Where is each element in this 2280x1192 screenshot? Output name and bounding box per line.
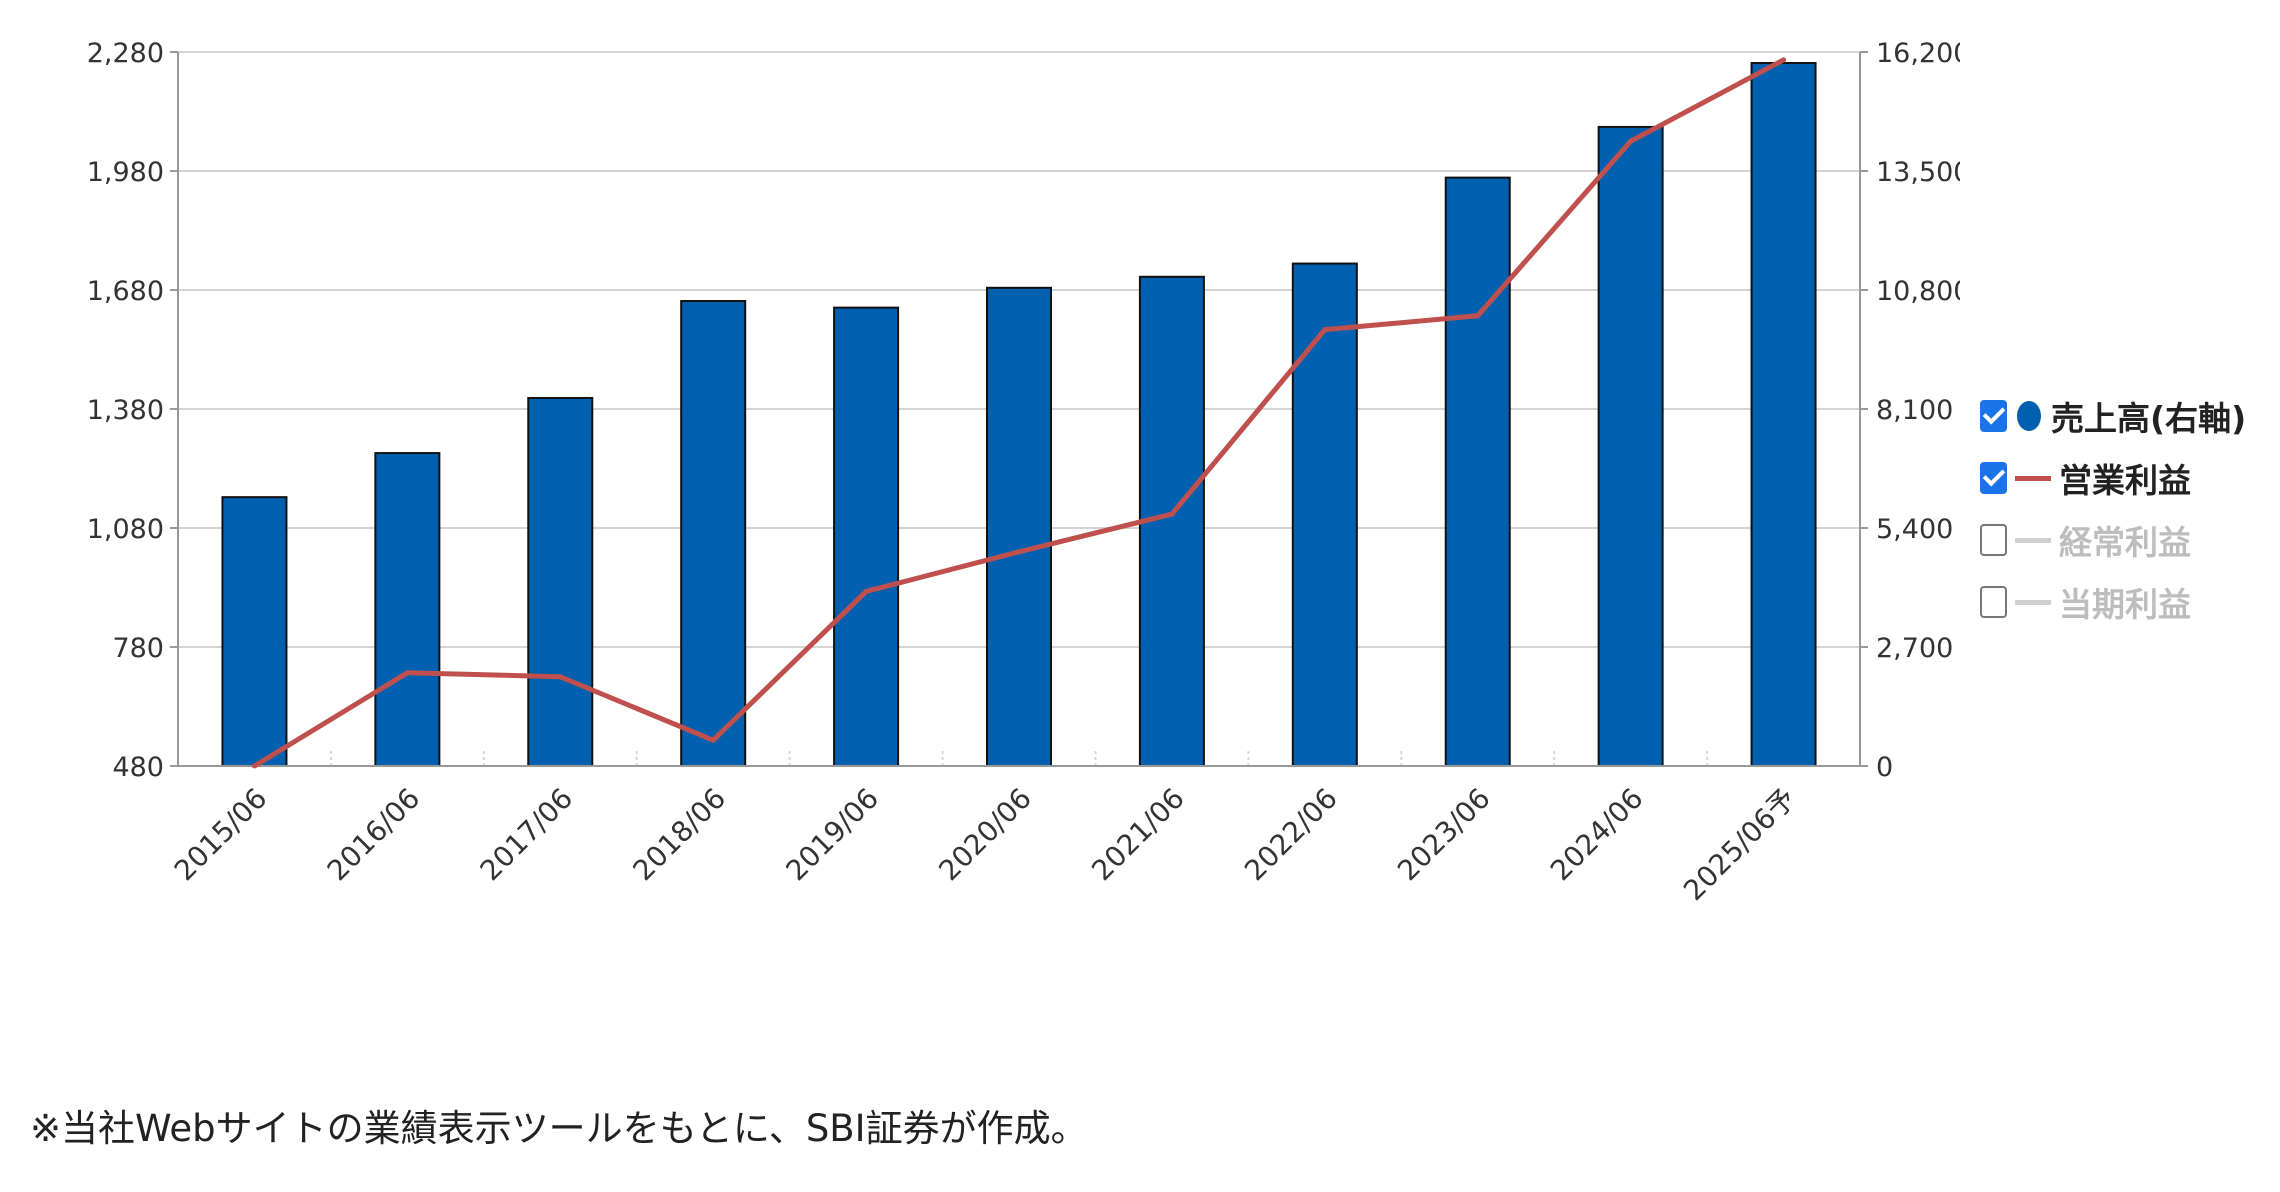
line-point [1169,511,1175,517]
line-point [404,670,410,676]
bar [374,452,441,767]
legend-label-sales: 売上高(右軸) [2051,399,2247,438]
legend-item-operating-profit[interactable]: 営業利益 [1980,447,2246,509]
bar-series [221,62,1817,768]
y-right-tick-label: 13,500 [1876,157,1960,188]
legend-line-icon [2015,599,2051,605]
y-left-tick-label: 480 [112,752,164,783]
legend-checkbox-sales[interactable] [1980,400,2007,432]
bar [221,496,288,767]
y-right-tick-label: 2,700 [1876,633,1953,664]
y-left-tick-label: 1,080 [87,514,164,545]
line-point [863,588,869,594]
line-point [710,737,716,743]
line-point [1475,313,1481,319]
line-point [1781,57,1787,63]
x-tick-label: 2024/06 [1544,782,1650,888]
x-tick-label: 2016/06 [321,782,427,888]
x-tick-label: 2017/06 [474,782,580,888]
legend-label-net-profit: 当期利益 [2059,585,2191,624]
line-point [557,674,563,680]
legend-checkbox-ordinary-profit[interactable] [1980,524,2007,556]
legend: 売上高(右軸) 営業利益 経常利益 当期利益 [1980,385,2246,633]
legend-label-ordinary-profit: 経常利益 [2059,523,2191,562]
y-right-tick-label: 8,100 [1876,395,1953,426]
axes [170,51,1868,767]
legend-item-net-profit[interactable]: 当期利益 [1980,571,2246,633]
bar [1597,125,1664,768]
x-tick-label: 2022/06 [1238,782,1344,888]
y-left-tick-label: 1,380 [87,395,164,426]
x-tick-label: 2018/06 [627,782,733,888]
bar [1444,176,1511,768]
legend-label-operating-profit: 営業利益 [2059,461,2191,500]
legend-checkbox-operating-profit[interactable] [1980,462,2007,494]
y-left-tick-label: 1,980 [87,157,164,188]
line-point [1016,549,1022,555]
bar [986,286,1052,767]
line-point [251,763,257,769]
y-right-tick-label: 10,800 [1876,276,1960,307]
bar [527,396,594,767]
y-right-tick-label: 0 [1876,752,1893,783]
bar [680,300,747,767]
source-note: ※当社Webサイトの業績表示ツールをもとに、SBI証券が作成。 [30,1107,1088,1150]
x-tick-label: 2019/06 [779,782,885,888]
bar [1750,62,1817,768]
y-left-tick-label: 1,680 [87,276,164,307]
line-point [1628,138,1634,144]
x-tick-label: 2020/06 [932,782,1038,888]
x-tick-label: 2015/06 [168,782,274,888]
chart: 480 0 780 2,700 1,080 5,400 1,380 8,100 1,680 10,… [87,38,1960,907]
line-series [251,57,1787,769]
legend-dot-icon [2017,401,2041,431]
x-tick-label: 2025/06予 [1677,782,1802,907]
legend-line-icon [2015,475,2051,481]
bar [833,306,900,767]
legend-checkbox-net-profit[interactable] [1980,586,2007,618]
y-left-tick-label: 2,280 [87,38,164,69]
legend-item-ordinary-profit[interactable]: 経常利益 [1980,509,2246,571]
bar [1291,262,1358,767]
y-left-tick-label: 780 [112,633,164,664]
legend-item-sales[interactable]: 売上高(右軸) [1980,385,2246,447]
x-tick-label: 2023/06 [1391,782,1497,888]
legend-line-icon [2015,537,2051,543]
line-point [1322,327,1328,333]
y-right-tick-label: 16,200 [1876,38,1960,69]
y-right-tick-label: 5,400 [1876,514,1953,545]
x-tick-label: 2021/06 [1085,782,1191,888]
